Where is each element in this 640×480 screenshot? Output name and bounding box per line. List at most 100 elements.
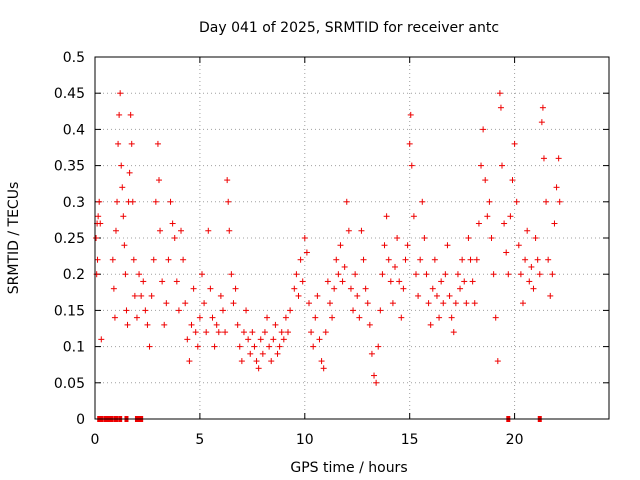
- data-point: [310, 343, 317, 350]
- data-point: [171, 235, 178, 241]
- data-point: [96, 198, 103, 205]
- data-point: [519, 300, 526, 307]
- data-point: [190, 285, 197, 292]
- data-point: [490, 271, 497, 278]
- data-point: [253, 358, 260, 365]
- data-point: [392, 263, 399, 270]
- data-point: [123, 307, 130, 314]
- data-point: [152, 198, 159, 205]
- data-point: [475, 220, 482, 227]
- data-point: [478, 162, 485, 169]
- data-point: [450, 329, 457, 336]
- data-point: [407, 111, 414, 118]
- data-point: [228, 271, 235, 278]
- data-point: [480, 126, 487, 133]
- data-point: [526, 278, 533, 285]
- data-point: [473, 256, 480, 263]
- data-point: [385, 256, 392, 263]
- data-point: [539, 104, 546, 111]
- data-point: [291, 285, 298, 292]
- data-point: [524, 227, 531, 234]
- data-point: [324, 278, 331, 285]
- data-point: [182, 300, 189, 307]
- data-point: [110, 285, 117, 292]
- data-point: [425, 300, 432, 307]
- data-point: [295, 292, 302, 299]
- y-tick-label: 0.2: [63, 267, 85, 283]
- data-point: [387, 278, 394, 285]
- data-point: [130, 256, 137, 263]
- data-point: [114, 198, 121, 205]
- data-point: [337, 242, 344, 249]
- data-point: [540, 155, 547, 162]
- data-point: [419, 198, 426, 205]
- data-point: [339, 278, 346, 285]
- data-point: [115, 140, 122, 147]
- y-tick-label: 0.05: [54, 376, 85, 392]
- data-point: [234, 321, 241, 328]
- data-points: [93, 90, 563, 422]
- data-point: [169, 220, 176, 227]
- data-point: [389, 300, 396, 307]
- data-point: [201, 300, 208, 307]
- data-point: [225, 198, 232, 205]
- data-point: [436, 314, 443, 321]
- x-tick-label: 20: [506, 432, 524, 448]
- data-point: [155, 177, 162, 184]
- data-point: [112, 227, 119, 234]
- data-point: [124, 321, 131, 328]
- data-point: [551, 220, 558, 227]
- y-tick-label: 0.1: [63, 340, 85, 356]
- data-point: [261, 329, 268, 336]
- data-point: [119, 184, 126, 191]
- data-point: [126, 169, 133, 176]
- data-point: [211, 343, 218, 350]
- data-point: [427, 321, 434, 328]
- data-point: [314, 292, 321, 299]
- data-point: [259, 350, 266, 357]
- data-point: [457, 285, 464, 292]
- data-point: [442, 271, 449, 278]
- data-point: [398, 314, 405, 321]
- data-point: [371, 372, 378, 379]
- y-tick-label: 0.3: [63, 195, 85, 211]
- data-point: [127, 111, 134, 118]
- data-point: [511, 140, 518, 147]
- data-point: [354, 292, 361, 299]
- data-point: [532, 235, 539, 241]
- data-point: [159, 278, 166, 285]
- data-point: [515, 242, 522, 249]
- data-point: [509, 177, 516, 184]
- data-point: [280, 336, 287, 343]
- data-point: [383, 213, 390, 220]
- data-point: [545, 256, 552, 263]
- data-point: [440, 300, 447, 307]
- data-point: [251, 343, 258, 350]
- data-point: [184, 336, 191, 343]
- data-point: [129, 198, 136, 205]
- data-point: [131, 292, 138, 299]
- data-point: [148, 292, 155, 299]
- data-point: [316, 336, 323, 343]
- data-point: [226, 227, 233, 234]
- data-point: [326, 300, 333, 307]
- data-point: [301, 235, 308, 241]
- data-point: [219, 307, 226, 314]
- data-point: [122, 271, 129, 278]
- data-point: [238, 358, 245, 365]
- data-point: [163, 300, 170, 307]
- data-point: [410, 213, 417, 220]
- data-point: [366, 321, 373, 328]
- data-point: [358, 227, 365, 234]
- data-point: [503, 249, 510, 256]
- data-point: [335, 271, 342, 278]
- data-point: [154, 140, 161, 147]
- data-point: [236, 343, 243, 350]
- data-point: [188, 321, 195, 328]
- data-point: [547, 292, 554, 299]
- data-point: [247, 350, 254, 357]
- data-point: [513, 198, 520, 205]
- data-point: [402, 256, 409, 263]
- x-axis-title: GPS time / hours: [290, 460, 407, 476]
- data-point: [142, 307, 149, 314]
